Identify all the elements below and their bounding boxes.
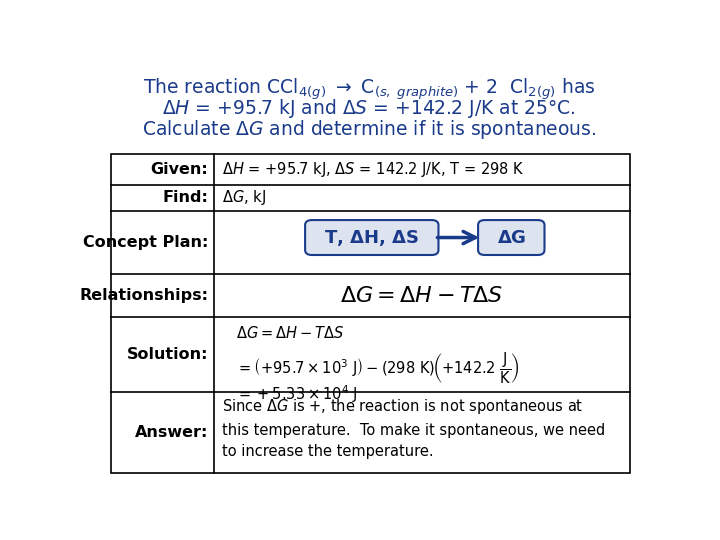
FancyBboxPatch shape xyxy=(305,220,438,255)
Text: Find:: Find: xyxy=(163,191,208,205)
Text: $\Delta G = \Delta H - T\Delta S$: $\Delta G = \Delta H - T\Delta S$ xyxy=(236,325,344,341)
Text: T, $\bf{\Delta H}$, $\bf{\Delta S}$: T, $\bf{\Delta H}$, $\bf{\Delta S}$ xyxy=(324,227,419,247)
Text: Since $\Delta G$ is +, the reaction is not spontaneous at
this temperature.  To : Since $\Delta G$ is +, the reaction is n… xyxy=(222,397,606,459)
Text: $\Delta G = \Delta H - T\Delta S$: $\Delta G = \Delta H - T\Delta S$ xyxy=(341,286,504,306)
Text: Given:: Given: xyxy=(150,162,208,177)
FancyBboxPatch shape xyxy=(478,220,544,255)
Text: Concept Plan:: Concept Plan: xyxy=(83,235,208,250)
Text: Calculate $\Delta G$ and determine if it is spontaneous.: Calculate $\Delta G$ and determine if it… xyxy=(142,118,596,141)
Text: Answer:: Answer: xyxy=(135,425,208,440)
Text: $\Delta H$ = +95.7 kJ and $\Delta S$ = +142.2 J/K at 25°C.: $\Delta H$ = +95.7 kJ and $\Delta S$ = +… xyxy=(162,97,576,120)
Text: $\Delta H$ = +95.7 kJ, $\Delta S$ = 142.2 J/K, T = 298 K: $\Delta H$ = +95.7 kJ, $\Delta S$ = 142.… xyxy=(222,160,525,179)
Text: $= \left(+95.7 \times 10^3\ \mathrm{J}\right) - \left(298\ \mathrm{K}\right)\!\l: $= \left(+95.7 \times 10^3\ \mathrm{J}\r… xyxy=(236,350,520,386)
Text: $\bf{\Delta G}$: $\bf{\Delta G}$ xyxy=(497,228,526,247)
Text: $= +5.33 \times 10^4\ \mathrm{J}$: $= +5.33 \times 10^4\ \mathrm{J}$ xyxy=(236,384,358,406)
Text: Relationships:: Relationships: xyxy=(79,288,208,303)
Text: $\Delta G$, kJ: $\Delta G$, kJ xyxy=(222,188,266,207)
Text: Solution:: Solution: xyxy=(127,347,208,362)
Text: The reaction CCl$_{4(g)}$ $\rightarrow$ C$_{(s,\ graphite)}$ + 2  Cl$_{2(g)}$ ha: The reaction CCl$_{4(g)}$ $\rightarrow$ … xyxy=(143,76,595,102)
